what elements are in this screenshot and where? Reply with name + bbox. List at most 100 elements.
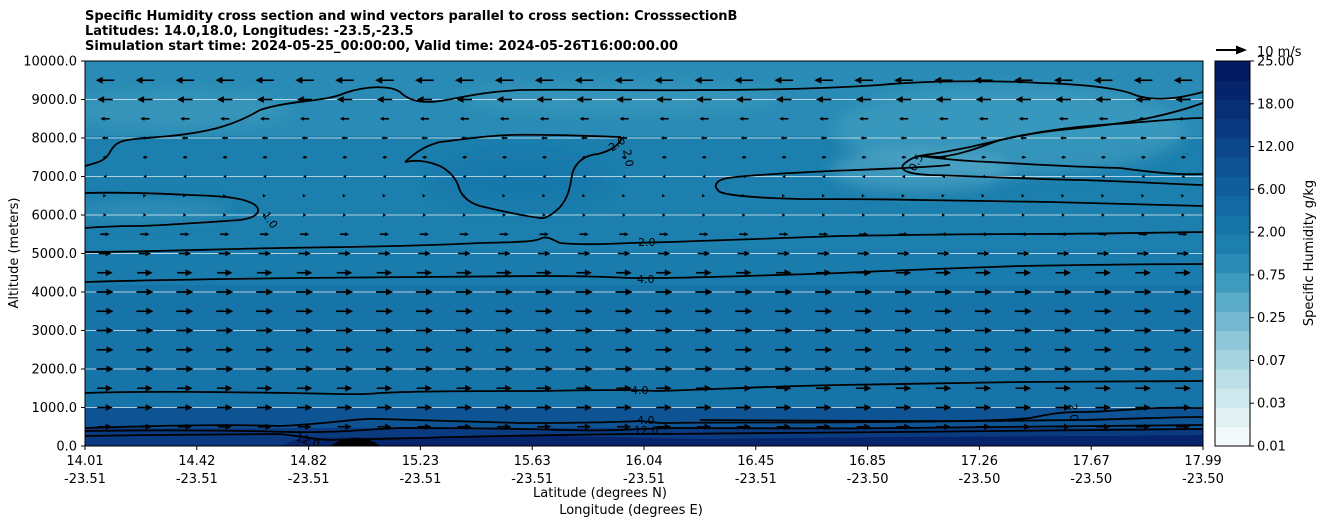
wind-vector-head [822,213,826,217]
wind-vector-head [1104,288,1112,296]
wind-vector-head [260,116,265,121]
wind-vector-head [545,327,553,334]
wind-vector-head [1133,76,1141,84]
wind-vector-head [1103,232,1108,237]
wind-vector-head [226,365,234,373]
wind-vector-head [1184,288,1192,296]
wind-vector-head [544,423,552,430]
wind-vector-head [824,404,832,411]
chart-title-line-2: Latitudes: 14.0,18.0, Longitudes: -23.5,… [85,24,414,39]
wind-vector-head [376,96,384,103]
wind-vector-head [106,346,114,354]
wind-vector-head [143,193,147,198]
wind-vector-head [105,232,110,237]
wind-vector-head [824,269,832,277]
wind-vector-head [740,136,744,140]
wind-vector-head [345,269,353,277]
wind-vector-head [345,404,353,411]
wind-vector-head [745,346,753,354]
colorbar-segment [1215,253,1250,274]
wind-vector-head [865,346,873,354]
wind-vector-head [462,193,466,198]
wind-vector-head [941,193,945,198]
wind-vector-head [984,423,991,430]
wind-vector-head [346,346,354,354]
y-tick-label: 1000.0 [32,401,78,416]
wind-vector-head [981,174,985,179]
wind-vector-head [943,232,949,237]
wind-vector-head [784,269,792,277]
wind-vector-head [384,232,390,237]
wind-vector-head [225,423,232,430]
colorbar-segment [1215,157,1250,177]
wind-vector-head [265,423,272,430]
wind-vector-head [736,96,744,103]
x-tick-label-lat: 15.63 [514,454,551,469]
wind-vector-head [422,193,426,198]
wind-vector-head [145,250,152,257]
wind-vector-head [145,269,153,277]
wind-vector-head [662,213,666,217]
wind-vector-head [574,76,582,84]
wind-vector-head [465,327,473,334]
contour-line-4p0-surface [85,416,1203,429]
wind-vector-head [898,116,904,121]
wind-vector-head [940,136,944,140]
wind-vector-head [901,155,905,160]
wind-vector-head [106,288,114,296]
colorbar-segment [1215,426,1250,447]
wind-vector-head [825,288,833,296]
wind-vector-head [584,232,589,237]
wind-vector-head [1101,193,1105,198]
wind-vector-head [1184,307,1192,315]
wind-vector-head [226,307,234,315]
wind-vector-head [221,136,225,140]
x-tick-label-lon: -23.51 [511,472,553,487]
wind-vector-head [938,116,943,121]
wind-vector-head [305,232,310,237]
wind-vector-head [700,136,704,140]
wind-vector-head [660,136,664,140]
wind-vector-head [705,327,713,334]
wind-vector-head [95,76,103,84]
wind-vector-head [425,269,433,277]
x-tick-label-lat: 17.99 [1184,454,1221,469]
wind-vector-head [177,96,185,103]
wind-vector-head [974,76,982,84]
x-axis: 14.01 -23.51 14.42 -23.51 14.82 -23.51 15.23 -2… [64,446,1224,487]
wind-vector-head [145,423,152,430]
wind-vector-head [295,76,303,84]
wind-vector-head [784,404,792,411]
contour-line-dry-lower [901,102,1203,186]
wind-vector-head [1103,269,1111,277]
wind-vector-head [425,384,433,392]
wind-vector-head [1021,174,1025,179]
wind-vector-head [1104,346,1112,354]
wind-vector-head [944,250,950,257]
x-tick-label-lon: -23.51 [399,472,441,487]
contour-label: 4.0 [631,384,649,397]
wind-vector-head [416,96,424,103]
wind-vector-head [785,307,793,315]
wind-vector-head [904,250,910,257]
wind-vector-head [1063,250,1070,257]
wind-vector-head [584,423,592,430]
wind-vector-head [824,384,832,392]
wind-vector-head [505,288,513,296]
wind-vector-head [1144,327,1152,334]
wind-vector-head [1024,327,1032,334]
wind-vector-head [385,404,393,411]
wind-vector-head [776,96,783,103]
contour-line-2p0-right [699,406,1203,422]
wind-vector-head [984,384,992,392]
wind-vector-head [1093,76,1101,84]
x-tick-label-lat: 15.23 [402,454,439,469]
wind-vector-head [864,404,872,411]
wind-vector-head [664,384,672,392]
wind-vector-head [624,404,632,411]
wind-vector-head [785,346,793,354]
wind-vector-head [665,365,673,373]
wind-vector-head [905,346,913,354]
wind-vector-head [934,76,942,84]
wind-vector-head [944,346,952,354]
